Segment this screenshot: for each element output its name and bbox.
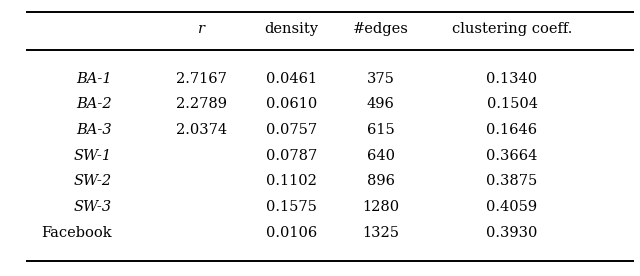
Text: 0.0610: 0.0610 — [266, 97, 317, 111]
Text: 0.1646: 0.1646 — [486, 123, 538, 137]
Text: 0.1504: 0.1504 — [486, 97, 538, 111]
Text: BA-3: BA-3 — [76, 123, 112, 137]
Text: density: density — [264, 22, 318, 36]
Text: 0.0461: 0.0461 — [266, 72, 317, 86]
Text: BA-2: BA-2 — [76, 97, 112, 111]
Text: 0.1102: 0.1102 — [266, 174, 317, 188]
Text: Facebook: Facebook — [42, 226, 112, 240]
Text: 2.7167: 2.7167 — [176, 72, 227, 86]
Text: 0.1575: 0.1575 — [266, 200, 317, 214]
Text: 2.2789: 2.2789 — [176, 97, 227, 111]
Text: 896: 896 — [367, 174, 395, 188]
Text: r: r — [198, 22, 205, 36]
Text: 1325: 1325 — [362, 226, 399, 240]
Text: 0.1340: 0.1340 — [486, 72, 538, 86]
Text: SW-3: SW-3 — [74, 200, 112, 214]
Text: 0.0757: 0.0757 — [266, 123, 317, 137]
Text: 0.4059: 0.4059 — [486, 200, 538, 214]
Text: 375: 375 — [367, 72, 395, 86]
Text: 0.0787: 0.0787 — [266, 149, 317, 163]
Text: SW-2: SW-2 — [74, 174, 112, 188]
Text: 0.3664: 0.3664 — [486, 149, 538, 163]
Text: SW-1: SW-1 — [74, 149, 112, 163]
Text: 496: 496 — [367, 97, 395, 111]
Text: 0.3930: 0.3930 — [486, 226, 538, 240]
Text: clustering coeff.: clustering coeff. — [452, 22, 572, 36]
Text: 2.0374: 2.0374 — [176, 123, 227, 137]
Text: 0.0106: 0.0106 — [266, 226, 317, 240]
Text: 0.3875: 0.3875 — [486, 174, 538, 188]
Text: 615: 615 — [367, 123, 395, 137]
Text: BA-1: BA-1 — [76, 72, 112, 86]
Text: 1280: 1280 — [362, 200, 399, 214]
Text: #edges: #edges — [353, 22, 409, 36]
Text: 640: 640 — [367, 149, 395, 163]
